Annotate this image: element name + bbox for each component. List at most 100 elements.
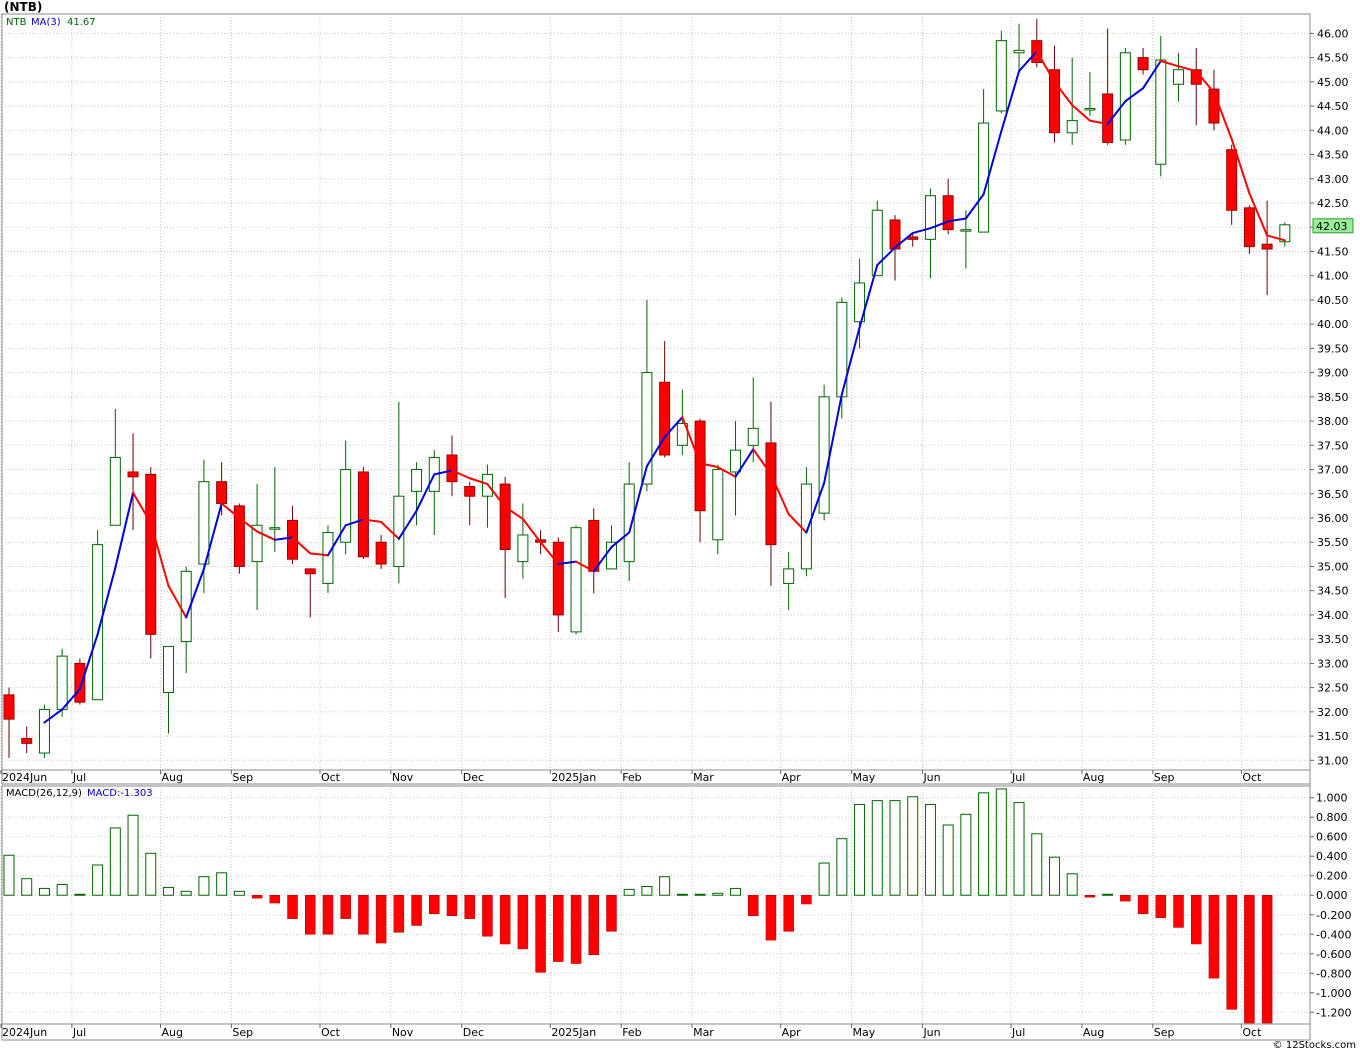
candle-body bbox=[464, 486, 476, 497]
macd-bar bbox=[1244, 894, 1255, 1024]
macd-tick-label: 0.200 bbox=[1316, 870, 1348, 883]
macd-x-label: Oct bbox=[321, 1026, 341, 1039]
candle-body bbox=[676, 423, 688, 446]
ma3-segment bbox=[1035, 50, 1056, 83]
macd-bar bbox=[553, 894, 564, 962]
price-x-label: Aug bbox=[161, 771, 182, 784]
candle-body bbox=[92, 544, 104, 701]
macd-bar bbox=[429, 894, 440, 915]
ma3-segment bbox=[964, 193, 985, 220]
candle-body bbox=[641, 372, 653, 485]
macd-x-label: Mar bbox=[693, 1026, 714, 1039]
macd-bar bbox=[1226, 894, 1237, 1010]
macd-bar bbox=[1120, 894, 1131, 902]
candle-body bbox=[588, 519, 600, 572]
ma3-segment bbox=[185, 567, 205, 619]
macd-bar bbox=[641, 885, 653, 896]
copyright-text: © 12Stocks.com bbox=[1272, 1040, 1356, 1051]
candle-body bbox=[730, 449, 742, 473]
macd-x-label: Jun bbox=[922, 1026, 940, 1039]
candle-body bbox=[446, 454, 458, 483]
macd-bar bbox=[889, 800, 901, 896]
ma3-segment bbox=[716, 466, 737, 478]
ma3-segment bbox=[61, 688, 81, 711]
macd-bar bbox=[570, 894, 582, 964]
candle-body bbox=[127, 471, 139, 478]
macd-bar bbox=[233, 890, 245, 896]
macd-tick-label: 0.000 bbox=[1316, 889, 1348, 902]
candle-body bbox=[552, 541, 564, 616]
ma3-segment bbox=[592, 546, 613, 573]
macd-x-label: Nov bbox=[392, 1026, 414, 1039]
macd-x-label: Oct bbox=[1242, 1026, 1262, 1039]
price-tick-label: 46.00 bbox=[1317, 27, 1349, 40]
macd-bar bbox=[730, 887, 742, 896]
ma3-segment bbox=[840, 326, 861, 396]
candle-body bbox=[871, 209, 883, 277]
macd-tick-label: 0.800 bbox=[1316, 811, 1348, 824]
price-tick-label: 44.00 bbox=[1317, 124, 1349, 137]
macd-bar bbox=[198, 876, 210, 896]
macd-tick-label: -1.000 bbox=[1316, 987, 1351, 1000]
ma3-segment bbox=[149, 521, 170, 587]
macd-x-label: Apr bbox=[782, 1026, 802, 1039]
macd-x-label: Sep bbox=[1154, 1026, 1175, 1039]
candle-body bbox=[1279, 224, 1291, 243]
candle-body bbox=[854, 282, 866, 323]
candle-body bbox=[322, 532, 334, 584]
ma3-segment bbox=[699, 462, 719, 469]
macd-x-label: Jul bbox=[72, 1026, 86, 1039]
macd-tick-label: -0.200 bbox=[1316, 909, 1351, 922]
macd-x-label: Sep bbox=[232, 1026, 253, 1039]
macd-x-label: Jul bbox=[1011, 1026, 1025, 1039]
ma3-segment bbox=[43, 708, 64, 724]
ma3-segment bbox=[1266, 234, 1286, 242]
ma3-segment bbox=[911, 227, 932, 235]
candle-body bbox=[978, 122, 990, 233]
macd-bar bbox=[1066, 873, 1078, 896]
macd-bar bbox=[482, 894, 493, 937]
macd-x-label: 2024Jun bbox=[2, 1026, 47, 1039]
legend-ma-label: MA(3) bbox=[31, 17, 61, 28]
candle-body bbox=[765, 442, 777, 546]
price-x-label: Apr bbox=[782, 771, 802, 784]
price-panel-frame bbox=[1, 13, 1311, 785]
macd-tick-label: -1.200 bbox=[1316, 1006, 1351, 1019]
price-x-label: 2025Jan bbox=[551, 771, 596, 784]
price-tick-label: 35.00 bbox=[1317, 560, 1349, 573]
price-tick-label: 43.50 bbox=[1317, 149, 1349, 162]
price-tick-label: 32.50 bbox=[1317, 682, 1349, 695]
price-tick-label: 37.00 bbox=[1317, 464, 1349, 477]
macd-bar bbox=[1084, 894, 1096, 898]
ma3-segment bbox=[787, 513, 808, 534]
macd-bar bbox=[92, 864, 104, 896]
macd-bar bbox=[464, 894, 475, 919]
macd-bar bbox=[836, 838, 848, 896]
ma3-segment bbox=[575, 560, 595, 573]
price-x-label: Mar bbox=[693, 771, 714, 784]
macd-bar bbox=[978, 792, 990, 896]
price-tick-label: 38.00 bbox=[1317, 415, 1349, 428]
macd-bar bbox=[287, 894, 298, 919]
ma3-segment bbox=[557, 560, 578, 566]
ma3-segment bbox=[1159, 60, 1180, 68]
ma3-segment bbox=[1088, 119, 1109, 126]
candle-body bbox=[393, 495, 405, 567]
ma3-segment bbox=[1018, 50, 1038, 73]
ma3-segment bbox=[132, 491, 152, 524]
macd-bar bbox=[1137, 894, 1149, 915]
price-x-label: Feb bbox=[622, 771, 641, 784]
macd-bar bbox=[56, 884, 68, 896]
macd-bar bbox=[1261, 894, 1273, 1024]
ma3-segment bbox=[1053, 80, 1074, 107]
macd-bar bbox=[375, 894, 387, 944]
macd-bar bbox=[712, 892, 724, 896]
price-x-label: 2024Jun bbox=[2, 771, 47, 784]
ma3-segment bbox=[256, 530, 276, 541]
candle-body bbox=[924, 195, 936, 240]
price-x-label: Dec bbox=[463, 771, 484, 784]
macd-legend-name: MACD(26,12,9) bbox=[6, 788, 82, 799]
macd-bar bbox=[995, 788, 1007, 896]
last-price-label: 42.03 bbox=[1316, 220, 1348, 233]
